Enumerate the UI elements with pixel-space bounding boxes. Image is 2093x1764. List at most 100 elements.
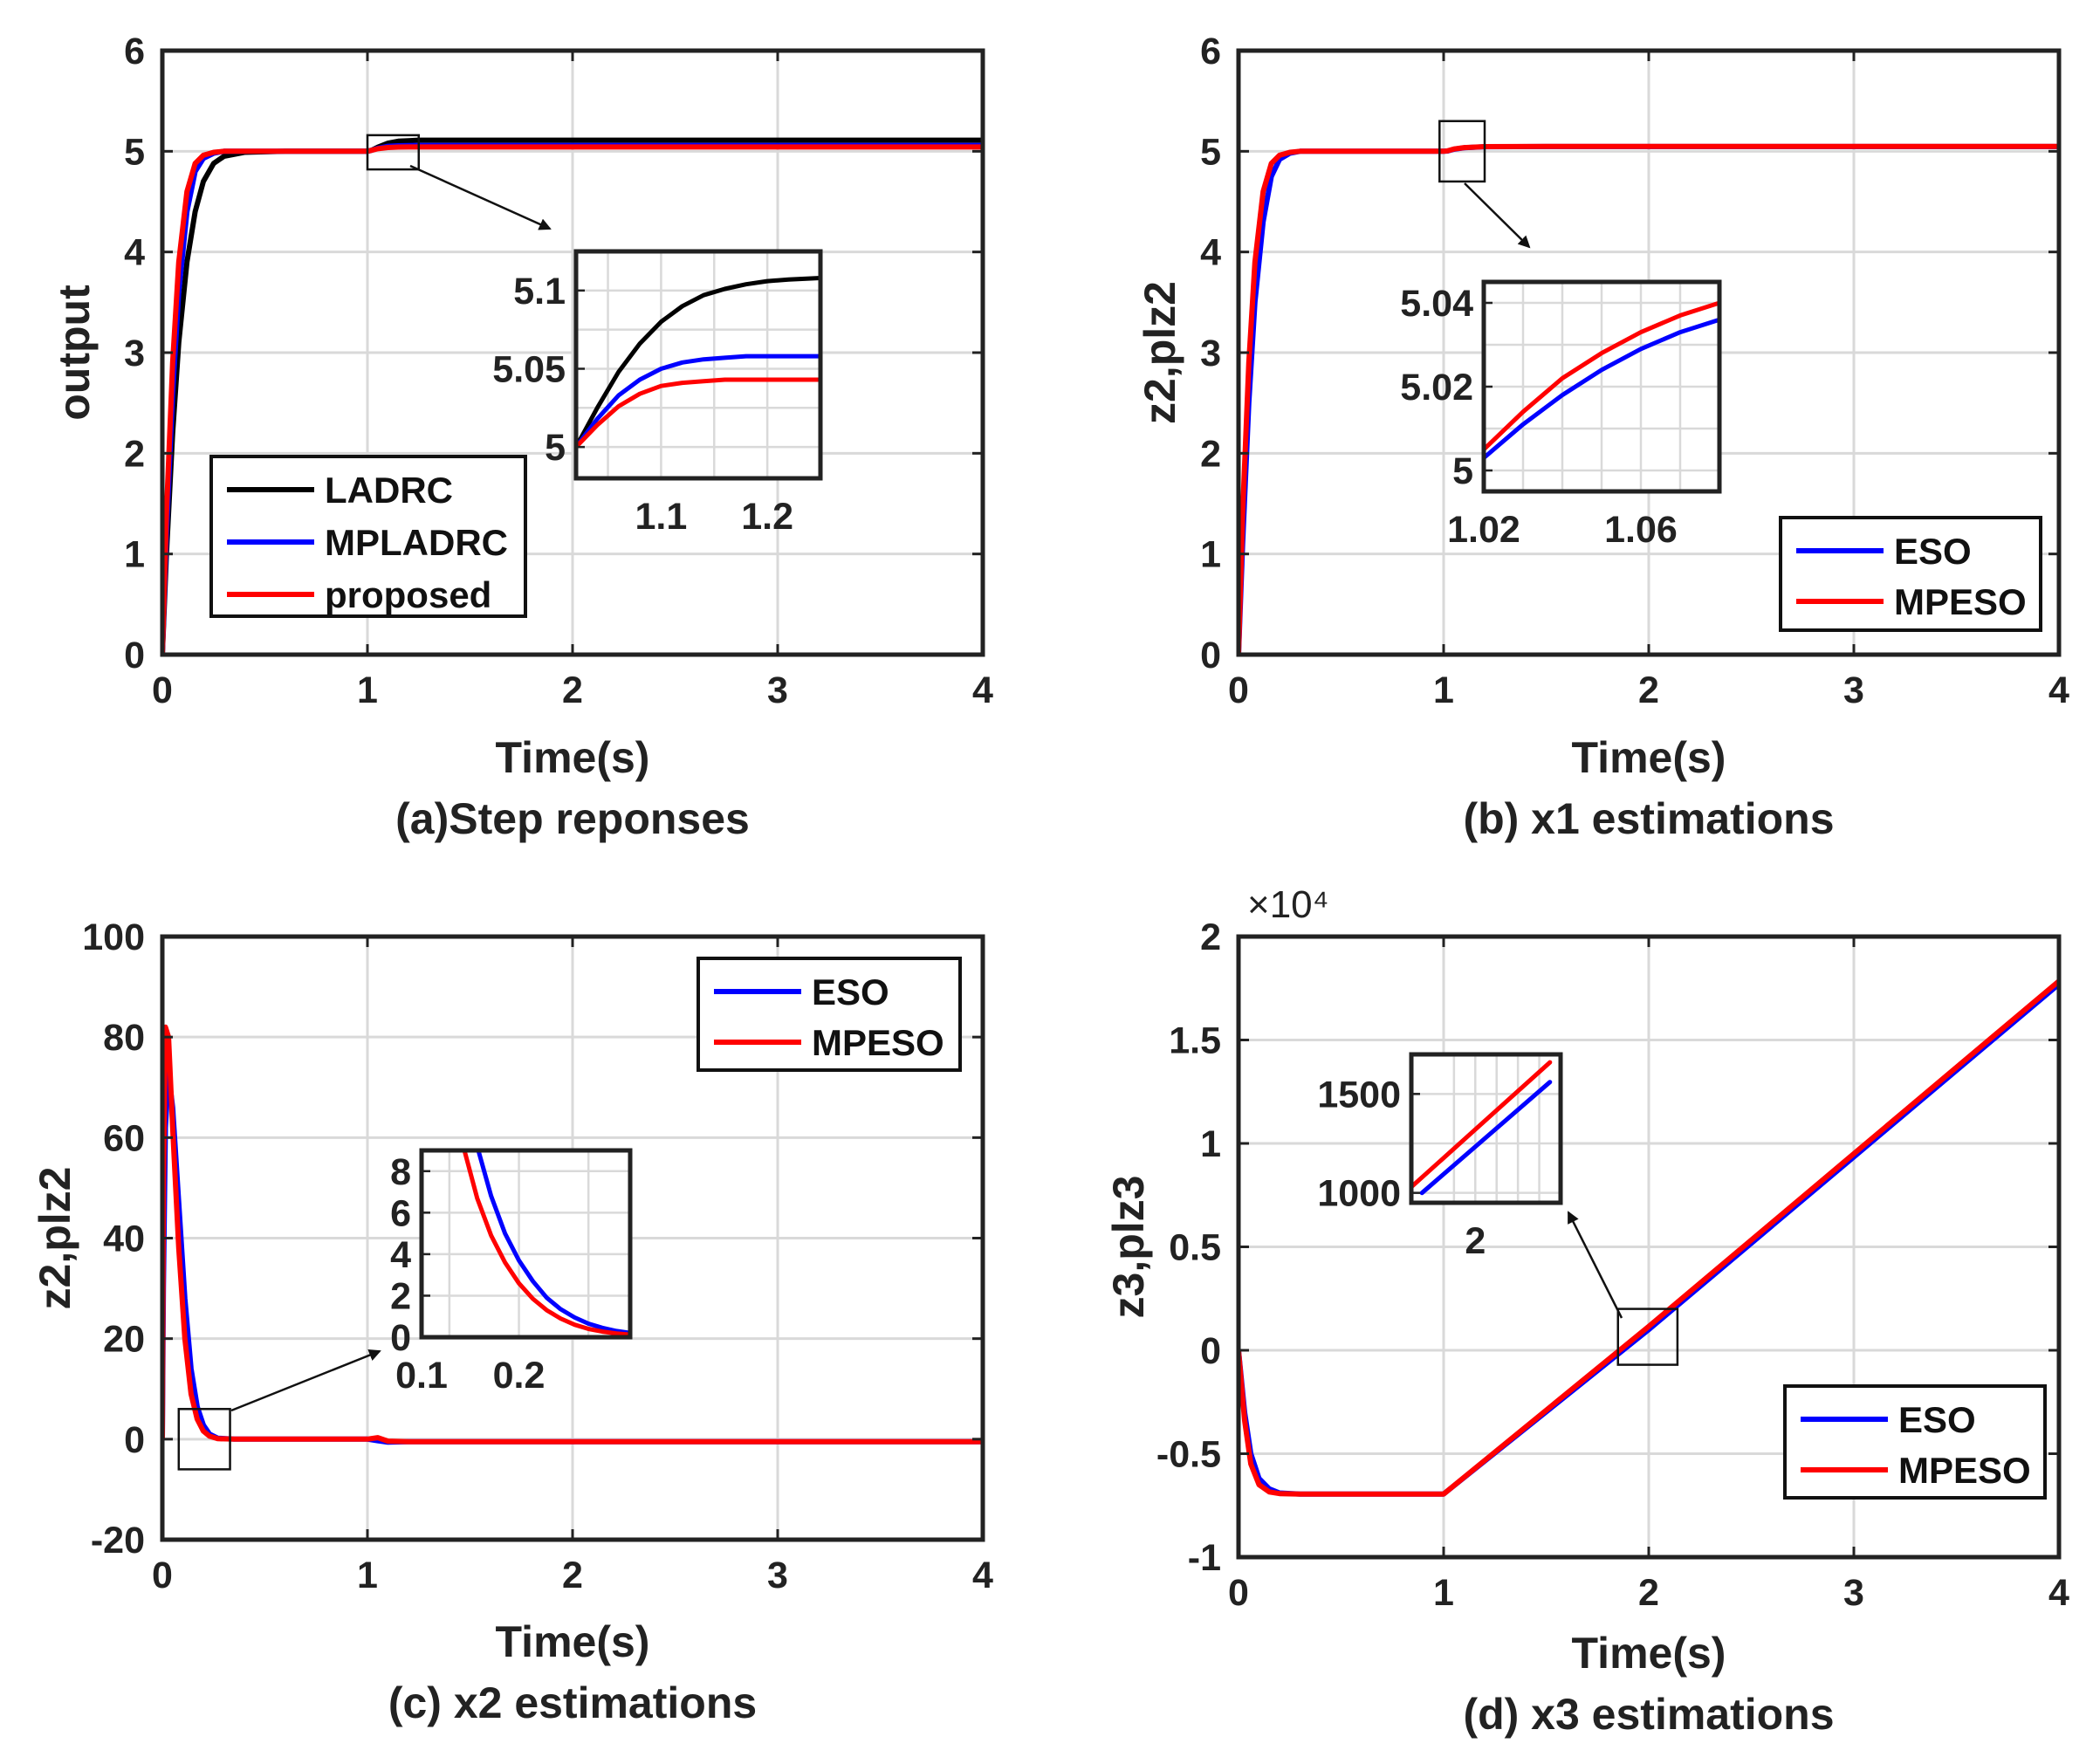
panel-caption: (d) x3 estimations xyxy=(1463,1690,1834,1739)
y-tick-label: 20 xyxy=(103,1319,145,1361)
inset-series-line-mpeso xyxy=(1484,300,1719,452)
x-tick-label: 3 xyxy=(1843,1572,1864,1614)
inset-x-tick-label: 0.2 xyxy=(493,1355,546,1397)
y-tick-label: 5 xyxy=(1200,131,1221,173)
inset-y-tick-label: 1500 xyxy=(1317,1074,1401,1115)
x-axis-label: Time(s) xyxy=(496,1617,650,1666)
legend-box xyxy=(1779,516,2042,632)
y-tick-label: 0 xyxy=(124,1419,145,1461)
y-tick-label: 2 xyxy=(1200,916,1221,958)
x-tick-label: 1 xyxy=(357,1555,378,1596)
inset-series-line-eso xyxy=(1419,1080,1553,1196)
inset-series-line-eso xyxy=(476,1150,630,1335)
series-line-mpeso xyxy=(162,1024,983,1445)
y-tick-label: 1 xyxy=(1200,534,1221,576)
y-tick-label: -1 xyxy=(1188,1537,1221,1579)
axes-box xyxy=(160,48,985,657)
series-group xyxy=(1239,978,2059,1497)
inset-y-tick-label: 2 xyxy=(390,1275,411,1317)
panel-caption: (a)Step reponses xyxy=(395,794,750,843)
legend-label: MPLADRC xyxy=(325,522,508,563)
legend: LADRC MPLADRC proposed xyxy=(209,455,527,618)
legend-label: MPESO xyxy=(1894,581,2027,622)
inset-series-line-mpeso xyxy=(462,1150,630,1337)
y-exponent-label: ×10⁴ xyxy=(1247,883,1329,926)
zoom-arrow xyxy=(1464,182,1531,249)
y-tick-label: 1 xyxy=(1200,1123,1221,1165)
panel-b: 0 1 2 3 4 0 1 2 3 4 5 6 Time(s) z2,plz2 (b) x1 estimat… xyxy=(1136,31,2069,843)
zoom-arrow xyxy=(230,1349,381,1412)
inset-series-line-eso xyxy=(1484,317,1719,461)
legend-label: MPESO xyxy=(1898,1450,2031,1491)
y-tick-label: -20 xyxy=(91,1520,145,1562)
legend-box xyxy=(1783,1384,2047,1500)
series-line-mpeso xyxy=(1239,143,2059,655)
series-group xyxy=(162,1024,983,1445)
x-tick-label: 1 xyxy=(1433,669,1454,711)
y-tick-label: 4 xyxy=(1200,232,1221,274)
inset-bg xyxy=(422,1150,630,1337)
legend-box xyxy=(209,455,527,618)
y-tick-label: 1.5 xyxy=(1169,1020,1221,1062)
inset-series-line-mpladrc xyxy=(576,353,820,450)
inset-y-tick-label: 0 xyxy=(390,1317,411,1359)
inset-x-tick-label: 0.1 xyxy=(395,1355,448,1397)
y-tick-label: 6 xyxy=(1200,31,1221,72)
axes-box xyxy=(1236,934,2062,1560)
legend-box xyxy=(697,957,962,1072)
y-tick-label: 40 xyxy=(103,1218,145,1260)
x-axis-label: Time(s) xyxy=(1572,1629,1726,1678)
series-line-mpeso xyxy=(1239,978,2059,1497)
y-tick-label: 4 xyxy=(124,232,145,274)
x-tick-label: 2 xyxy=(562,669,583,711)
x-axis-label: Time(s) xyxy=(496,733,650,782)
inset-bg xyxy=(576,251,820,478)
legend: ESO MPESO xyxy=(1779,516,2042,632)
legend-label: ESO xyxy=(1898,1399,1976,1440)
y-tick-label: 80 xyxy=(103,1017,145,1059)
y-tick-label: 3 xyxy=(124,333,145,374)
legend-label: ESO xyxy=(812,971,889,1012)
panel-caption: (c) x2 estimations xyxy=(388,1678,757,1727)
series-line-proposed xyxy=(162,144,983,655)
legend: ESO MPESO xyxy=(697,957,962,1072)
panel-d: 0 1 2 3 4 -1 -0.5 0 0.5 1 1.5 2 ×10⁴ Time(s) z3,plz3 (d… xyxy=(1104,883,2069,1739)
inset-y-tick-label: 8 xyxy=(390,1151,411,1193)
x-tick-label: 1 xyxy=(1433,1572,1454,1614)
axes-box xyxy=(1236,48,2062,657)
series-group xyxy=(1239,143,2059,655)
inset-x-tick-label: 1.02 xyxy=(1447,509,1520,551)
x-tick-label: 4 xyxy=(972,1555,993,1596)
x-tick-label: 1 xyxy=(357,669,378,711)
inset-y-tick-label: 5.1 xyxy=(513,271,566,312)
inset-box xyxy=(1481,279,1722,494)
inset-x-tick-label: 1.06 xyxy=(1604,509,1678,551)
legend-label: proposed xyxy=(325,574,491,615)
inset-a: 1.1 1.2 5 5.05 5.1 xyxy=(492,249,823,538)
y-axis-label: z2,plz2 xyxy=(31,1167,79,1310)
inset-y-tick-label: 5 xyxy=(545,427,566,469)
zoom-box xyxy=(366,134,420,171)
y-axis-label: z3,plz3 xyxy=(1104,1176,1153,1319)
inset-y-tick-label: 6 xyxy=(390,1192,411,1234)
x-tick-label: 0 xyxy=(1228,1572,1249,1614)
x-tick-label: 2 xyxy=(1638,669,1659,711)
inset-y-tick-label: 1000 xyxy=(1317,1173,1401,1215)
inset-y-tick-label: 5.05 xyxy=(492,348,566,390)
y-tick-label: 0 xyxy=(124,635,145,676)
x-tick-label: 4 xyxy=(2048,1572,2069,1614)
x-tick-label: 0 xyxy=(1228,669,1249,711)
x-tick-label: 4 xyxy=(2048,669,2069,711)
legend-label: MPESO xyxy=(812,1022,944,1063)
y-axis-label: z2,plz2 xyxy=(1136,281,1184,424)
zoom-arrow xyxy=(409,164,552,230)
x-tick-label: 3 xyxy=(767,669,788,711)
x-tick-label: 4 xyxy=(972,669,993,711)
inset-d: 2 1000 1500 xyxy=(1317,1052,1563,1262)
zoom-box xyxy=(1616,1308,1679,1366)
x-tick-label: 3 xyxy=(767,1555,788,1596)
y-axis-label: output xyxy=(50,285,99,421)
legend: ESO MPESO xyxy=(1783,1384,2047,1500)
